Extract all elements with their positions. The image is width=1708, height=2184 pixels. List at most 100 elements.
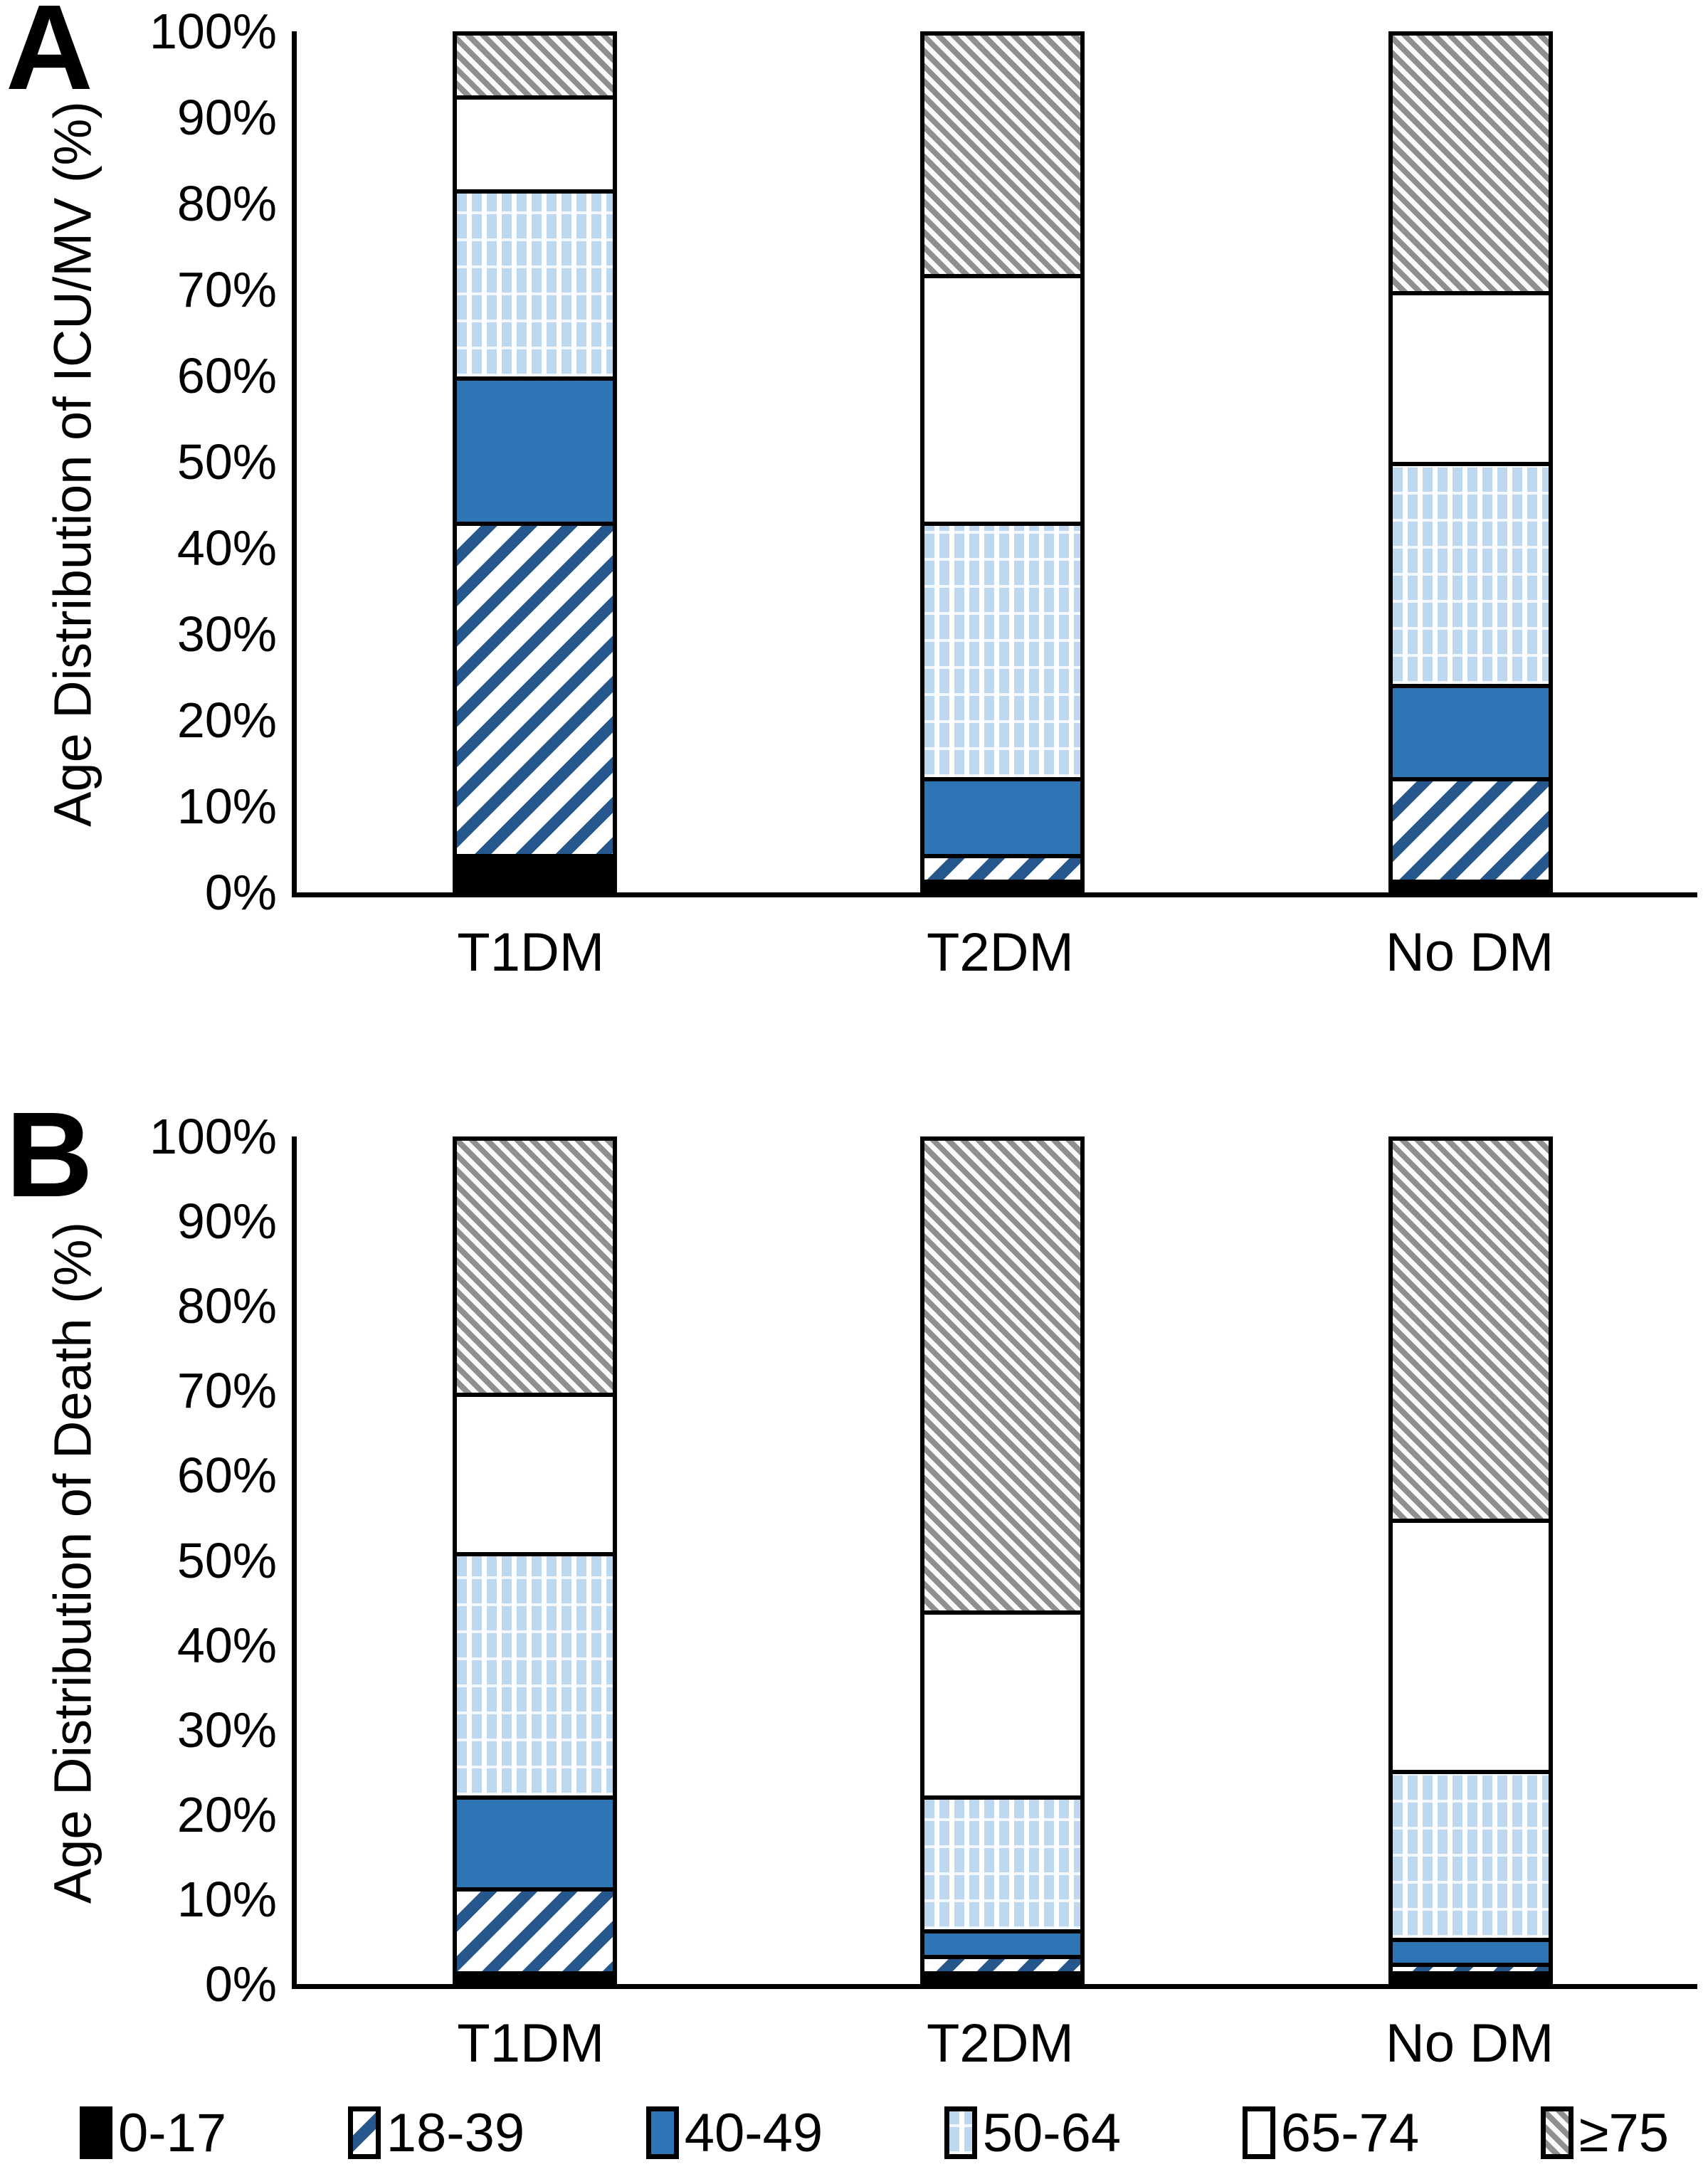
- bar-segment-0-17: [1392, 880, 1549, 888]
- y-axis-tick-label: 10%: [176, 779, 277, 834]
- bar-segment-40-49: [456, 1795, 613, 1888]
- x-axis-label-t2dm: T2DM: [926, 922, 1074, 983]
- bar-t2dm: [920, 31, 1085, 892]
- y-axis-tick-label: 40%: [176, 520, 277, 576]
- legend-item-50-64: 50-64: [944, 2102, 1121, 2164]
- x-axis-label-no-dm: No DM: [1385, 922, 1554, 983]
- legend-swatch-vstripe-blue-icon: [944, 2106, 977, 2159]
- bar-segment-18-39: [1392, 777, 1549, 880]
- y-axis-tick-label: 20%: [176, 1786, 277, 1842]
- panel-b-y-axis-title: Age Distribution of Death (%): [43, 1221, 102, 1904]
- legend-label: ≥75: [1578, 2102, 1669, 2163]
- legend-swatch-diag-blue-icon: [347, 2106, 381, 2159]
- bar-segment-50-64: [456, 1551, 613, 1795]
- bar-segment-65-74: [1392, 291, 1549, 463]
- y-axis-tick-label: 60%: [176, 1447, 277, 1504]
- bar-segment-ge75: [456, 36, 613, 95]
- x-axis-labels: T1DM T2DM No DM: [292, 922, 1697, 986]
- bar-segment-0-17: [1392, 1971, 1549, 1980]
- legend-item-40-49: 40-49: [645, 2102, 823, 2164]
- x-axis-label-t1dm: T1DM: [457, 922, 605, 983]
- legend-item-ge75: ≥75: [1540, 2102, 1669, 2164]
- bar-segment-18-39: [1392, 1963, 1549, 1972]
- legend-swatch-white-icon: [1242, 2106, 1275, 2159]
- y-axis-tick-label: 80%: [176, 176, 277, 231]
- legend-item-0-17: 0-17: [80, 2102, 226, 2164]
- bar-segment-50-64: [456, 189, 613, 377]
- bar-segment-18-39: [456, 1887, 613, 1972]
- bar-segment-50-64: [924, 521, 1081, 778]
- y-axis-tick-label: 50%: [176, 1532, 277, 1588]
- y-axis-tick-label: 90%: [176, 1193, 277, 1250]
- bar-segment-40-49: [1392, 1938, 1549, 1963]
- y-axis-tick-label: 0%: [204, 1956, 277, 2012]
- y-axis-tick-label: 100%: [149, 1109, 277, 1164]
- legend-swatch-black-icon: [80, 2106, 112, 2159]
- y-axis-tick-label: 20%: [176, 692, 277, 748]
- bar-segment-18-39: [924, 1954, 1081, 1972]
- y-axis-tick-label: 80%: [176, 1278, 277, 1334]
- bar-segment-65-74: [456, 95, 613, 189]
- legend-label: 40-49: [684, 2102, 823, 2163]
- y-axis-tick-label: 70%: [176, 1363, 277, 1419]
- y-axis-tick-label: 100%: [149, 4, 277, 59]
- bar-segment-50-64: [1392, 462, 1549, 684]
- bar-segment-0-17: [924, 1971, 1081, 1980]
- bar-segment-40-49: [924, 1929, 1081, 1955]
- bar-segment-40-49: [456, 376, 613, 522]
- y-axis-tick-label: 30%: [176, 606, 277, 662]
- y-axis-tick-label: 0%: [204, 865, 277, 920]
- panel-a-letter: A: [6, 0, 93, 115]
- bar-t2dm: [920, 1136, 1085, 1984]
- legend-label: 50-64: [982, 2102, 1122, 2163]
- x-axis-label-t1dm: T1DM: [457, 2013, 605, 2074]
- legend-item-65-74: 65-74: [1242, 2102, 1420, 2164]
- y-axis-tick-label: 30%: [176, 1702, 277, 1758]
- bar-segment-65-74: [456, 1392, 613, 1552]
- bar-segment-0-17: [456, 854, 613, 888]
- bar-segment-0-17: [456, 1971, 613, 1980]
- bar-segment-50-64: [924, 1795, 1081, 1930]
- bar-segment-40-49: [924, 777, 1081, 855]
- y-axis-tick-label: 50%: [176, 434, 277, 490]
- legend-swatch-solid-blue-icon: [645, 2106, 679, 2159]
- x-axis-label-t2dm: T2DM: [926, 2013, 1074, 2074]
- legend-label: 0-17: [118, 2102, 227, 2163]
- legend: 0-17 18-39 40-49 50-64 65-74 ≥75: [80, 2094, 1669, 2172]
- panel-a-y-axis-title: Age Distribution of ICU/MV (%): [43, 101, 102, 827]
- legend-label: 18-39: [386, 2102, 525, 2163]
- bar-segment-50-64: [1392, 1770, 1549, 1938]
- bar-segment-ge75: [456, 1141, 613, 1393]
- bar-segment-ge75: [924, 1141, 1081, 1611]
- bar-segment-18-39: [924, 854, 1081, 880]
- bar-segment-ge75: [1392, 36, 1549, 292]
- panel-a: A Age Distribution of ICU/MV (%) 100% 90%…: [6, 0, 1697, 986]
- bar-segment-65-74: [924, 1610, 1081, 1795]
- plot-area: 100% 90% 80% 70% 60% 50% 40% 30% 20% 10% 0%: [149, 6, 1697, 917]
- y-axis-tick-label: 90%: [176, 90, 277, 145]
- y-axis-tick-label: 60%: [176, 348, 277, 403]
- bar-t1dm: [452, 1136, 618, 1984]
- y-axis-tick-label: 10%: [176, 1871, 277, 1927]
- bar-no-dm: [1388, 31, 1553, 892]
- bar-segment-0-17: [924, 880, 1081, 888]
- bar-segment-40-49: [1392, 683, 1549, 778]
- bar-segment-65-74: [1392, 1518, 1549, 1771]
- panel-b: B Age Distribution of Death (%) 100% 90% 8…: [0, 1094, 1708, 2094]
- panel-b-letter: B: [6, 1087, 93, 1223]
- legend-label: 65-74: [1280, 2102, 1420, 2163]
- bar-segment-ge75: [1392, 1141, 1549, 1519]
- bar-t1dm: [452, 31, 618, 892]
- bar-no-dm: [1388, 1136, 1553, 1984]
- legend-item-18-39: 18-39: [347, 2102, 525, 2164]
- x-axis-labels: T1DM T2DM No DM: [292, 2012, 1697, 2077]
- legend-swatch-diag-gray-icon: [1540, 2106, 1573, 2159]
- y-axis-tick-label: 70%: [176, 262, 277, 317]
- bar-segment-ge75: [924, 36, 1081, 275]
- y-axis-tick-label: 40%: [176, 1617, 277, 1673]
- bar-segment-18-39: [456, 521, 613, 855]
- plot-area: 100% 90% 80% 70% 60% 50% 40% 30% 20% 10% 0%: [149, 1112, 1697, 2009]
- x-axis-label-no-dm: No DM: [1385, 2013, 1554, 2074]
- bar-segment-65-74: [924, 274, 1081, 522]
